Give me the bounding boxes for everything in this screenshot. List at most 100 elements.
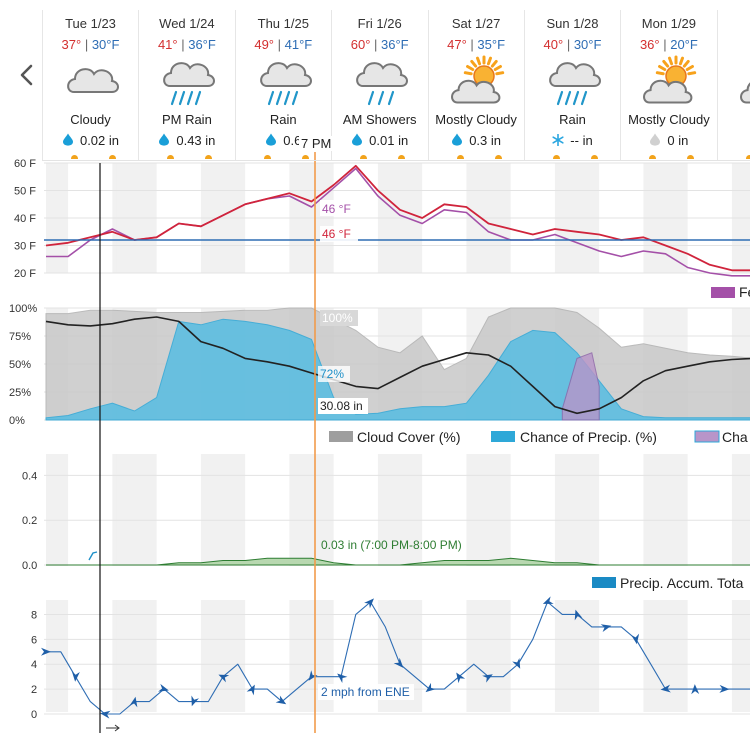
high-temp: 40°: [543, 37, 564, 52]
legend-swatch: [329, 431, 353, 442]
day-temps: 47° | 35°F: [447, 37, 506, 52]
day-precip: 0.43 in: [139, 133, 234, 149]
snowflake-icon: [552, 133, 564, 149]
cloudy-icon: [62, 54, 120, 112]
night-band: [116, 600, 157, 712]
wind-arrow-head: [719, 684, 730, 693]
night-band: [46, 454, 69, 566]
low-temp: 36°F: [381, 37, 409, 52]
day-condition: Mostly Cloudy: [628, 112, 710, 127]
day-temps: 37° | 30°F: [61, 37, 120, 52]
raindrop-gray-icon: [649, 133, 661, 149]
sunrise-sunset-row: [139, 152, 234, 160]
precip-rate-mark: [88, 551, 98, 561]
legend-precip-accum: Precip. Accum. Tota: [620, 575, 744, 591]
sun-marker-icon: [301, 155, 309, 159]
low-temp: 41°F: [284, 37, 313, 52]
wind-arrow-head: [425, 682, 436, 693]
previous-days-button[interactable]: [14, 58, 40, 92]
y-tick-label: 25%: [9, 387, 31, 399]
pressure-line: [45, 316, 750, 415]
sun-marker-icon: [649, 155, 657, 159]
day-column[interactable]: Fri 1/26 60° | 36°F AM Showers 0.01 in: [331, 10, 427, 160]
rain-icon: [544, 54, 602, 112]
high-temp: 41°: [157, 37, 178, 52]
day-column[interactable]: Wed 1/24 41° | 36°F PM Rain 0.43 in: [138, 10, 234, 160]
sun-marker-icon: [687, 155, 695, 159]
night-band: [470, 454, 511, 566]
low-temp: 20°F: [670, 37, 698, 52]
wind-arrow-head: [246, 684, 255, 696]
wind-arrow-icon: [425, 682, 436, 693]
wind-arrow-icon: [129, 696, 138, 708]
wind-arrow-head: [393, 657, 404, 668]
legend-precip-chance: Chance of Precip. (%): [520, 429, 657, 445]
showers-icon: [351, 54, 409, 112]
chevron-left-icon: [20, 64, 33, 86]
wind-arrow-head: [337, 673, 348, 683]
temperature-line: [45, 164, 750, 272]
y-tick-label: 8: [31, 609, 37, 621]
y-tick-label: 30 F: [14, 241, 36, 253]
high-temp: 47°: [447, 37, 467, 52]
day-temps: 40° | 30°F: [543, 37, 602, 52]
day-column[interactable]: Thu 1/25 49° | 41°F Rain 0.6: [234, 10, 331, 160]
y-tick-label: 50 F: [14, 186, 36, 198]
wind-arrow-icon: [71, 671, 80, 682]
night-band: [735, 600, 750, 712]
wind-arrow-icon: [393, 657, 404, 668]
day-precip: 0.6: [236, 133, 331, 149]
precip-amount: 0 in: [667, 133, 689, 148]
raindrop-icon: [158, 133, 170, 149]
raindrop-icon: [451, 133, 463, 149]
day-column[interactable]: Mon 1/29 36° | 20°F Mostly Cloudy 0 in: [620, 10, 716, 160]
y-tick-label: 0%: [9, 415, 25, 427]
day-precip: 0.01 in: [332, 133, 427, 149]
wind-arrow-head: [456, 672, 466, 684]
wind-arrow-icon: [218, 674, 230, 683]
sun-marker-icon: [167, 155, 175, 159]
day-name: Fri 1/26: [357, 16, 402, 31]
y-tick-label: 0.0: [22, 560, 37, 572]
legend-feels-like: Fe: [739, 284, 750, 300]
raindrop-icon: [62, 133, 74, 149]
day-column[interactable]: Tue 1/23 37° | 30°F Cloudy 0.02 in: [42, 10, 138, 160]
wind-arrow-head: [41, 647, 51, 656]
high-temp: 49°: [254, 37, 275, 52]
wind-arrow-head: [364, 598, 374, 609]
precip-amount: -- in: [570, 133, 593, 148]
wind-arrow-icon: [600, 624, 612, 632]
day-column[interactable]: Sat 1/27 47° | 35°F Mostly Cloudy 0.3 in: [427, 10, 524, 160]
wind-arrow-head: [71, 671, 80, 682]
day-precip: 0.02 in: [43, 133, 138, 149]
day-condition: PM Rain: [161, 112, 212, 127]
sun-marker-icon: [494, 155, 502, 159]
wind-arrow-head: [482, 674, 493, 683]
pressure-tooltip: 30.08 in: [320, 399, 363, 413]
night-band: [647, 600, 688, 712]
legend-swatch: [592, 577, 616, 588]
wind-arrow-icon: [660, 684, 671, 693]
y-tick-label: 4: [31, 659, 37, 671]
wind-arrow-head: [600, 624, 612, 632]
day-column[interactable]: Sun 1/28 40° | 30°F Rain -- in: [524, 10, 620, 160]
night-band: [204, 454, 246, 566]
wind-arrow-head: [574, 609, 583, 621]
day-name: Tu: [718, 16, 750, 31]
wind-arrow-head: [191, 695, 199, 707]
y-tick-label: 50%: [9, 359, 31, 371]
sun-marker-icon: [398, 155, 406, 159]
wind-arrow-icon: [512, 657, 521, 669]
wind-arrow-icon: [41, 647, 51, 656]
sun-marker-icon: [553, 155, 560, 159]
day-condition: Cloudy: [70, 112, 111, 127]
legend-swatch: [694, 430, 720, 443]
sunrise-sunset-row: [332, 152, 427, 160]
day-temps: 49° | 41°F: [254, 37, 313, 52]
day-name: Thu 1/25: [257, 16, 309, 31]
high-temp: 37°: [61, 37, 82, 52]
wind-arrow-icon: [482, 674, 493, 683]
day-column[interactable]: Tu 36 Partl: [716, 10, 750, 160]
sun-marker-icon: [456, 155, 464, 159]
legend-swatch: [711, 287, 735, 298]
